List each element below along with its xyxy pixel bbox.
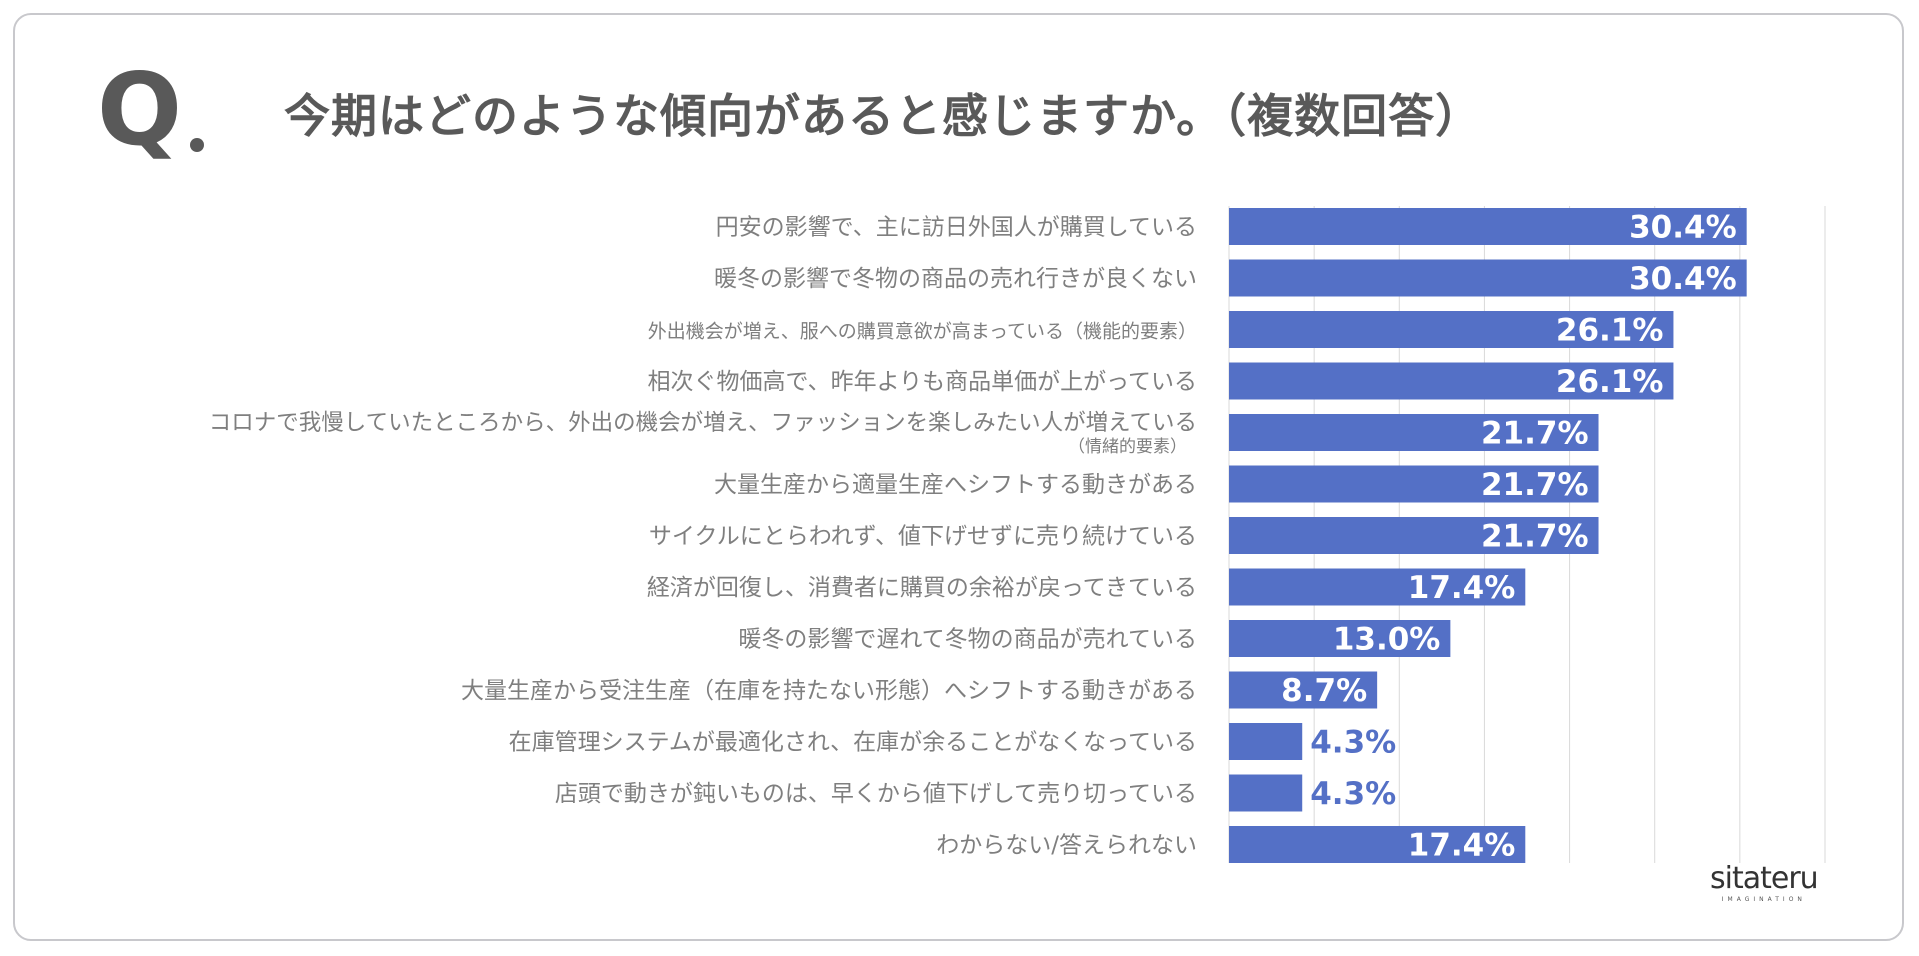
logo-wordmark: sitateru <box>1710 861 1819 896</box>
bar-value-label: 21.7% <box>1481 416 1589 452</box>
bar <box>1229 465 1599 503</box>
bar <box>1229 774 1303 812</box>
bar-value-label: 30.4% <box>1629 261 1737 297</box>
bar-value-label: 8.7% <box>1281 673 1367 709</box>
category-label: 相次ぐ物価高で、昨年よりも商品単価が上がっている <box>648 369 1197 395</box>
bar-value-label: 21.7% <box>1481 519 1589 555</box>
category-label: 大量生産から受注生産（在庫を持たない形態）へシフトする動きがある <box>461 678 1197 704</box>
bar <box>1229 723 1303 760</box>
category-label: 暖冬の影響で遅れて冬物の商品が売れている <box>738 627 1197 653</box>
bar-value-label: 13.0% <box>1333 622 1441 658</box>
bar <box>1229 259 1747 297</box>
category-label: 大量生産から適量生産へシフトする動きがある <box>714 472 1197 498</box>
bar <box>1229 414 1599 451</box>
sitateru-logo: sitateru IMAGINATION <box>1710 861 1819 904</box>
category-sublabel: （情緒的要素） <box>1068 437 1187 457</box>
bar <box>1229 517 1599 554</box>
bar-value-label: 17.4% <box>1408 828 1516 864</box>
bar-value-label: 26.1% <box>1556 313 1664 349</box>
bar <box>1229 311 1674 348</box>
bar-value-label: 21.7% <box>1481 467 1589 503</box>
category-label: 店頭で動きが鈍いものは、早くから値下げして売り切っている <box>555 781 1197 807</box>
bar <box>1229 362 1674 400</box>
category-label: コロナで我慢していたところから、外出の機会が増え、ファッションを楽しみたい人が増… <box>209 410 1197 436</box>
bar-value-label: 4.3% <box>1310 776 1396 812</box>
bar <box>1229 208 1747 245</box>
bar <box>1229 671 1378 709</box>
bar <box>1229 620 1451 657</box>
category-label: 経済が回復し、消費者に購買の余裕が戻ってきている <box>647 575 1197 601</box>
bar <box>1229 826 1526 863</box>
bar-value-label: 17.4% <box>1408 570 1516 606</box>
category-label: サイクルにとらわれず、値下げせずに売り続けている <box>649 524 1197 550</box>
question-mark: Q <box>97 51 182 168</box>
bar-value-label: 26.1% <box>1556 364 1664 400</box>
logo-tagline: IMAGINATION <box>1721 896 1806 903</box>
category-label: 暖冬の影響で冬物の商品の売れ行きが良くない <box>714 266 1197 292</box>
bar <box>1229 568 1526 606</box>
category-label: 外出機会が増え、服への購買意欲が高まっている（機能的要素） <box>648 321 1197 343</box>
category-label: 在庫管理システムが最適化され、在庫が余ることがなくなっている <box>509 730 1197 756</box>
category-label: 円安の影響で、主に訪日外国人が購買している <box>716 215 1197 241</box>
category-label: わからない/答えられない <box>936 833 1197 859</box>
bar-value-label: 30.4% <box>1629 210 1737 246</box>
question-dot <box>190 138 204 152</box>
bar-value-label: 4.3% <box>1310 725 1396 761</box>
chart-title: 今期はどのような傾向があると感じますか。（複数回答） <box>284 89 1483 143</box>
